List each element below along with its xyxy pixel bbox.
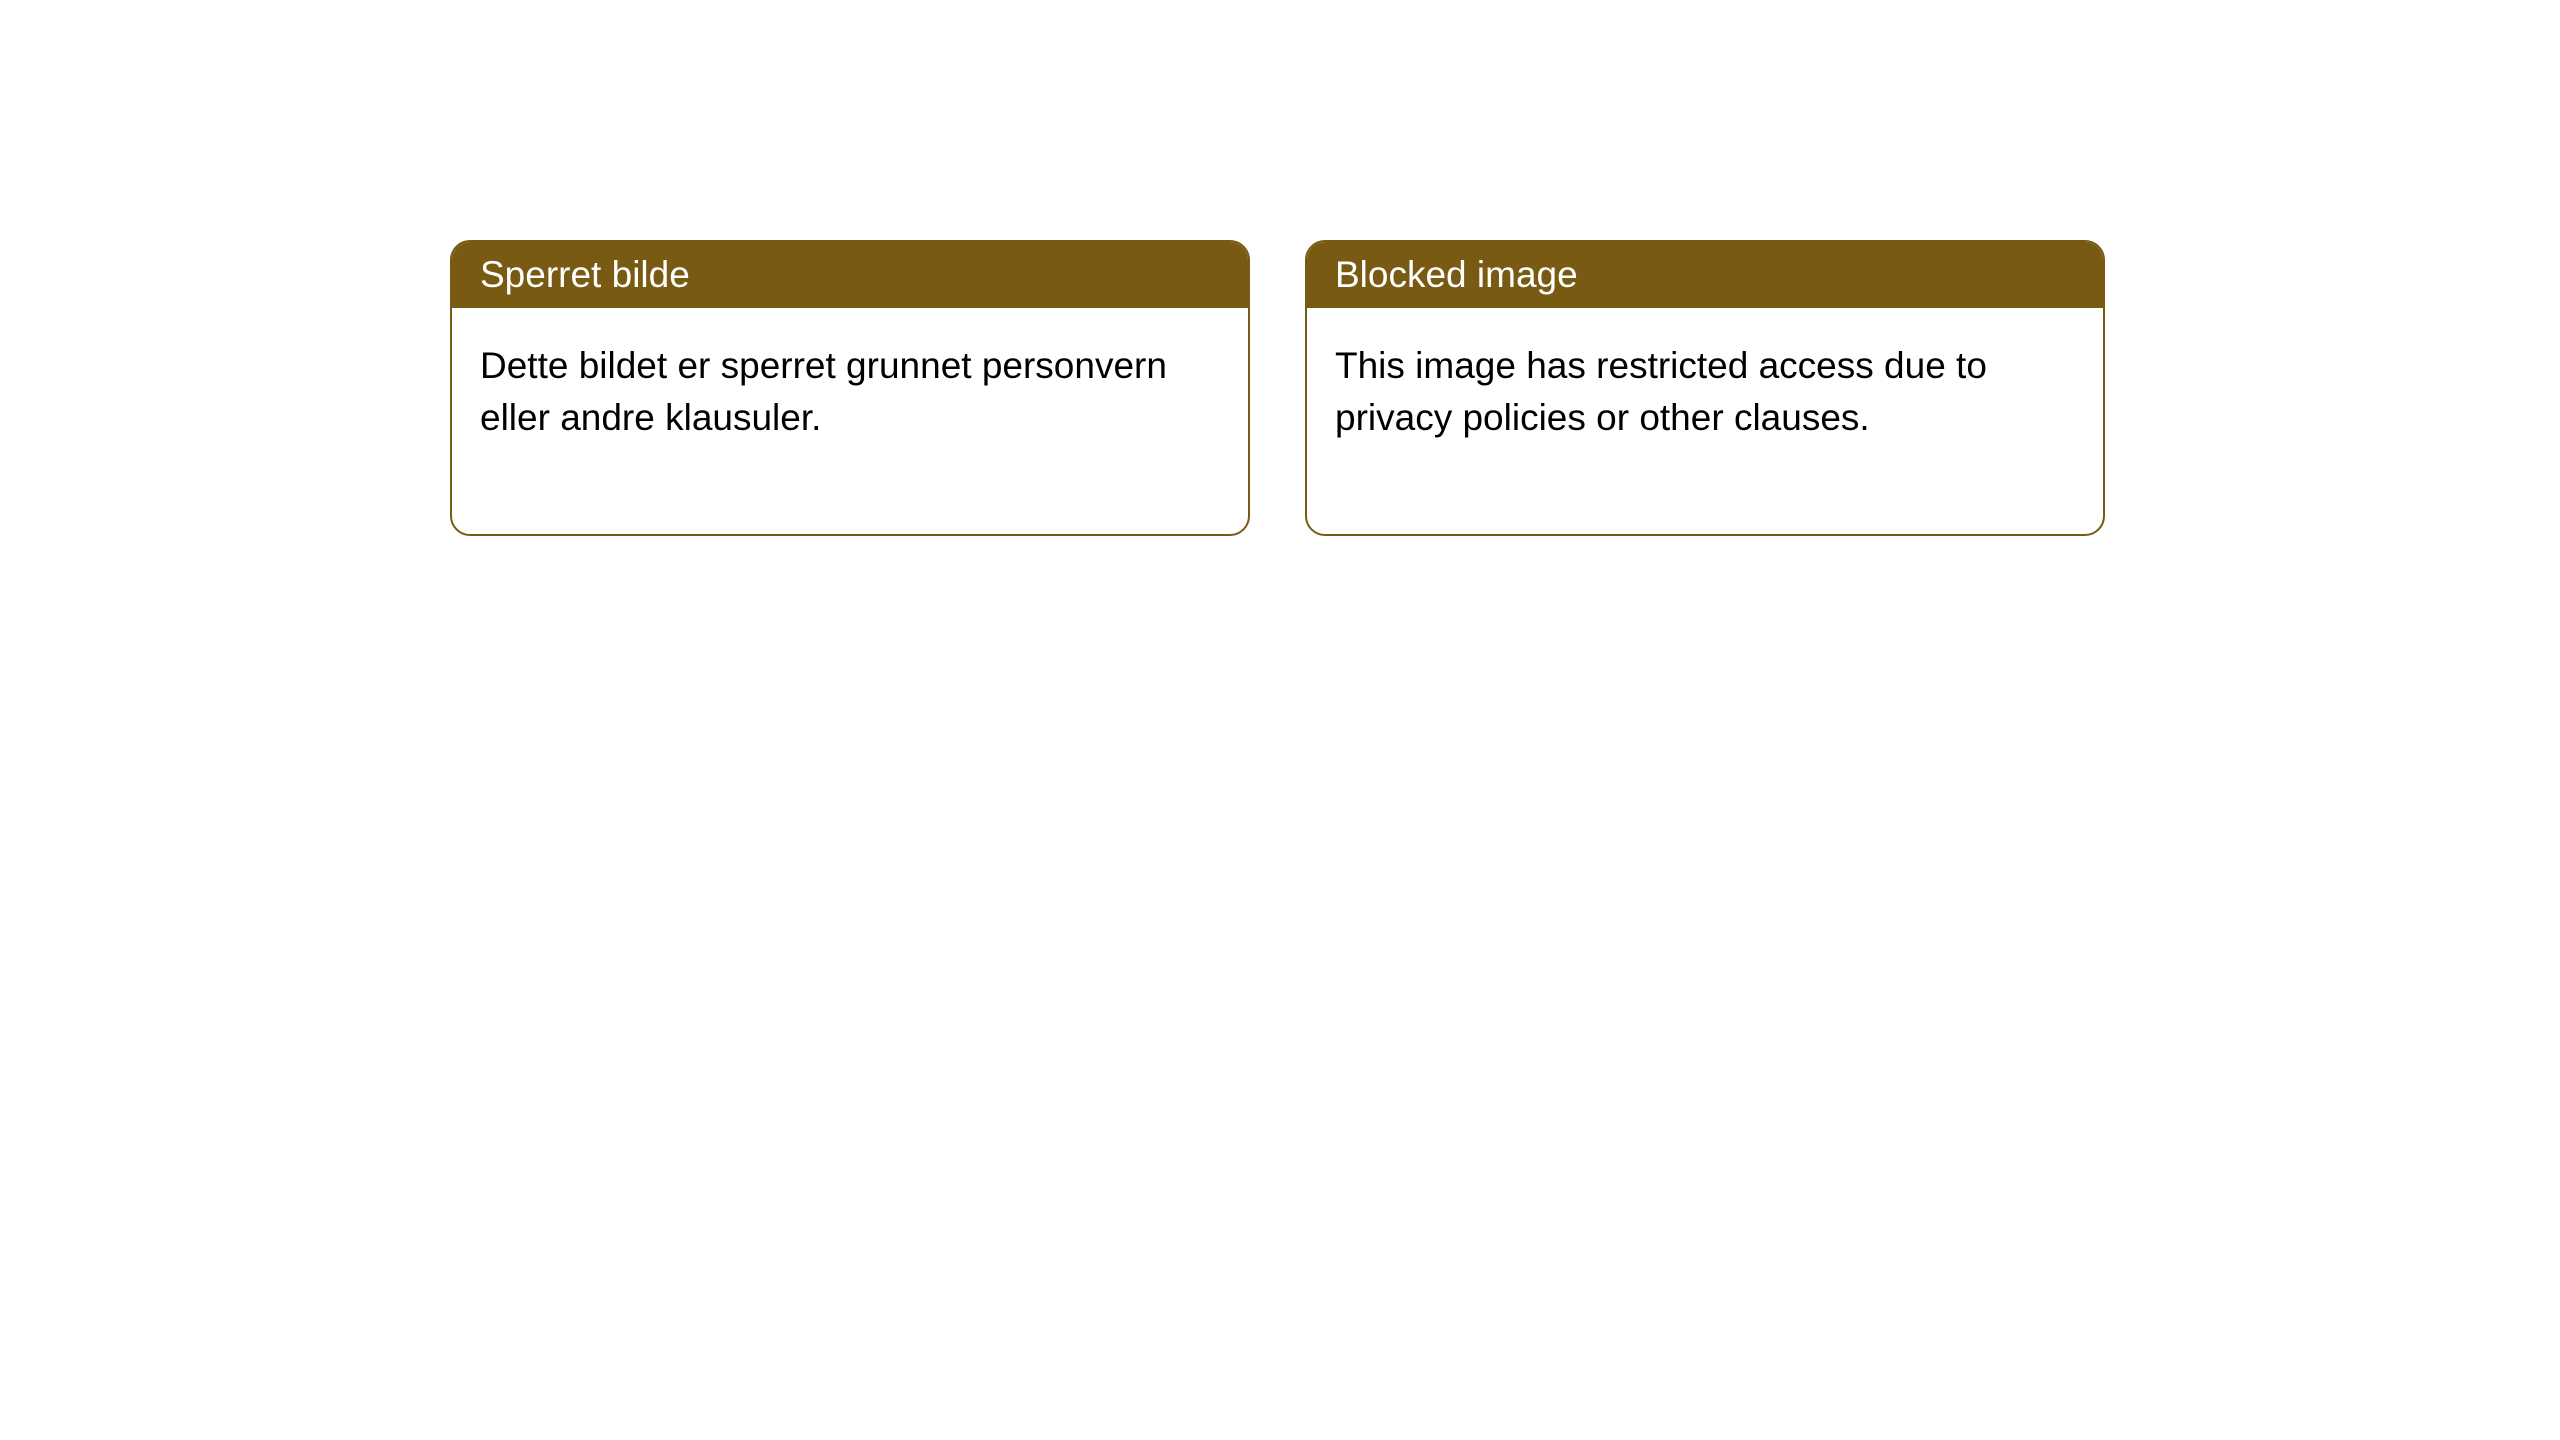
card-header: Blocked image bbox=[1307, 242, 2103, 308]
blocked-image-card-english: Blocked image This image has restricted … bbox=[1305, 240, 2105, 536]
card-body: This image has restricted access due to … bbox=[1307, 308, 2103, 534]
blocked-image-card-norwegian: Sperret bilde Dette bildet er sperret gr… bbox=[450, 240, 1250, 536]
card-body: Dette bildet er sperret grunnet personve… bbox=[452, 308, 1248, 534]
card-header: Sperret bilde bbox=[452, 242, 1248, 308]
blocked-image-cards-container: Sperret bilde Dette bildet er sperret gr… bbox=[450, 240, 2105, 536]
